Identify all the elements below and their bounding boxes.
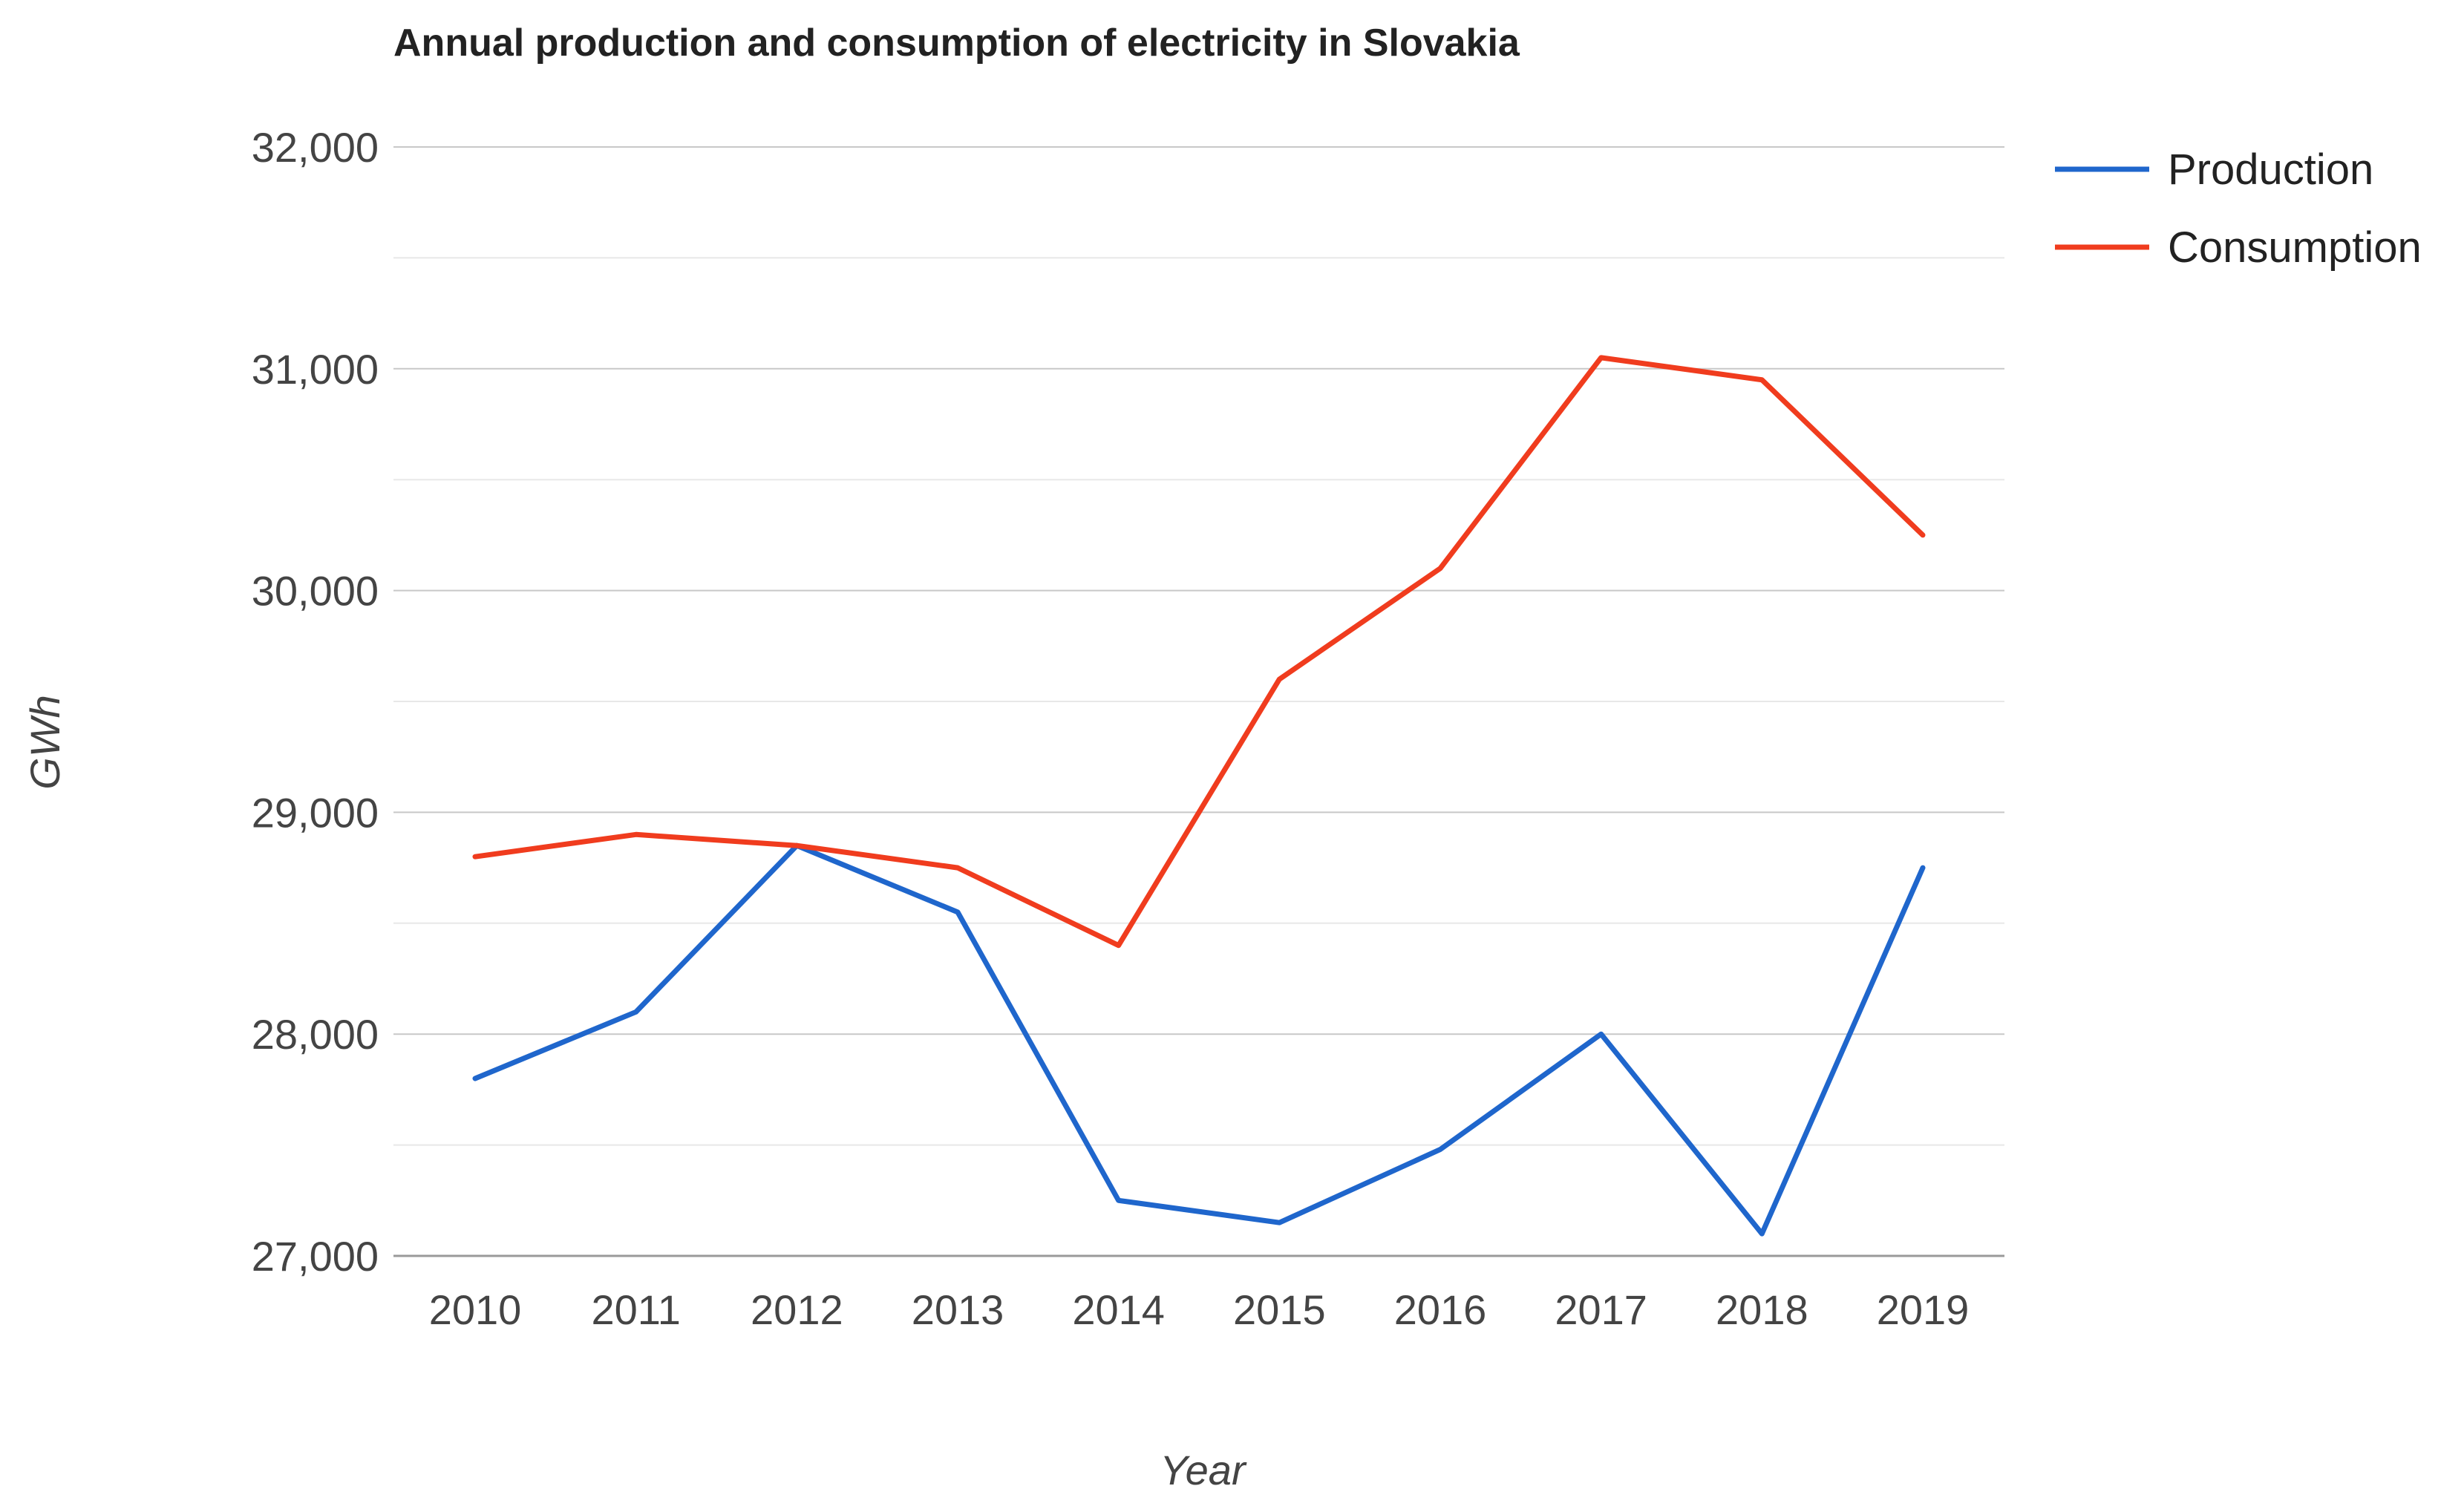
legend-label-consumption: Consumption <box>2168 223 2422 272</box>
x-tick-label: 2012 <box>751 1286 843 1333</box>
y-tick-label: 29,000 <box>252 789 379 836</box>
grid <box>393 146 2004 1257</box>
x-tick-label: 2013 <box>912 1286 1004 1333</box>
x-axis-label: Year <box>1160 1447 1247 1493</box>
y-tick-label: 28,000 <box>252 1011 379 1058</box>
x-tick-label: 2019 <box>1877 1286 1970 1333</box>
x-tick-label: 2011 <box>591 1286 680 1333</box>
y-tick-label: 32,000 <box>252 124 379 171</box>
y-axis-label: GWh <box>22 695 68 790</box>
x-tick-label: 2010 <box>429 1286 522 1333</box>
y-tick-label: 27,000 <box>252 1233 379 1280</box>
series-line-consumption <box>472 355 1926 949</box>
legend-label-production: Production <box>2168 145 2373 194</box>
series <box>472 355 1926 1237</box>
chart-title: Annual production and consumption of ele… <box>393 22 1520 65</box>
y-axis-ticks: 27,000 28,000 29,000 30,000 31,000 32,000 <box>252 124 379 1280</box>
legend: Production Consumption <box>2055 145 2422 272</box>
x-tick-label: 2015 <box>1233 1286 1326 1333</box>
x-tick-label: 2017 <box>1555 1286 1647 1333</box>
x-axis-ticks: 2010 2011 2012 2013 2014 2015 2016 2017 2018 2019 <box>429 1286 1970 1333</box>
x-tick-label: 2018 <box>1716 1286 1808 1333</box>
x-tick-label: 2016 <box>1394 1286 1487 1333</box>
y-tick-label: 31,000 <box>252 346 379 393</box>
y-tick-label: 30,000 <box>252 568 379 615</box>
series-line-production <box>472 842 1926 1237</box>
x-tick-label: 2014 <box>1072 1286 1165 1333</box>
